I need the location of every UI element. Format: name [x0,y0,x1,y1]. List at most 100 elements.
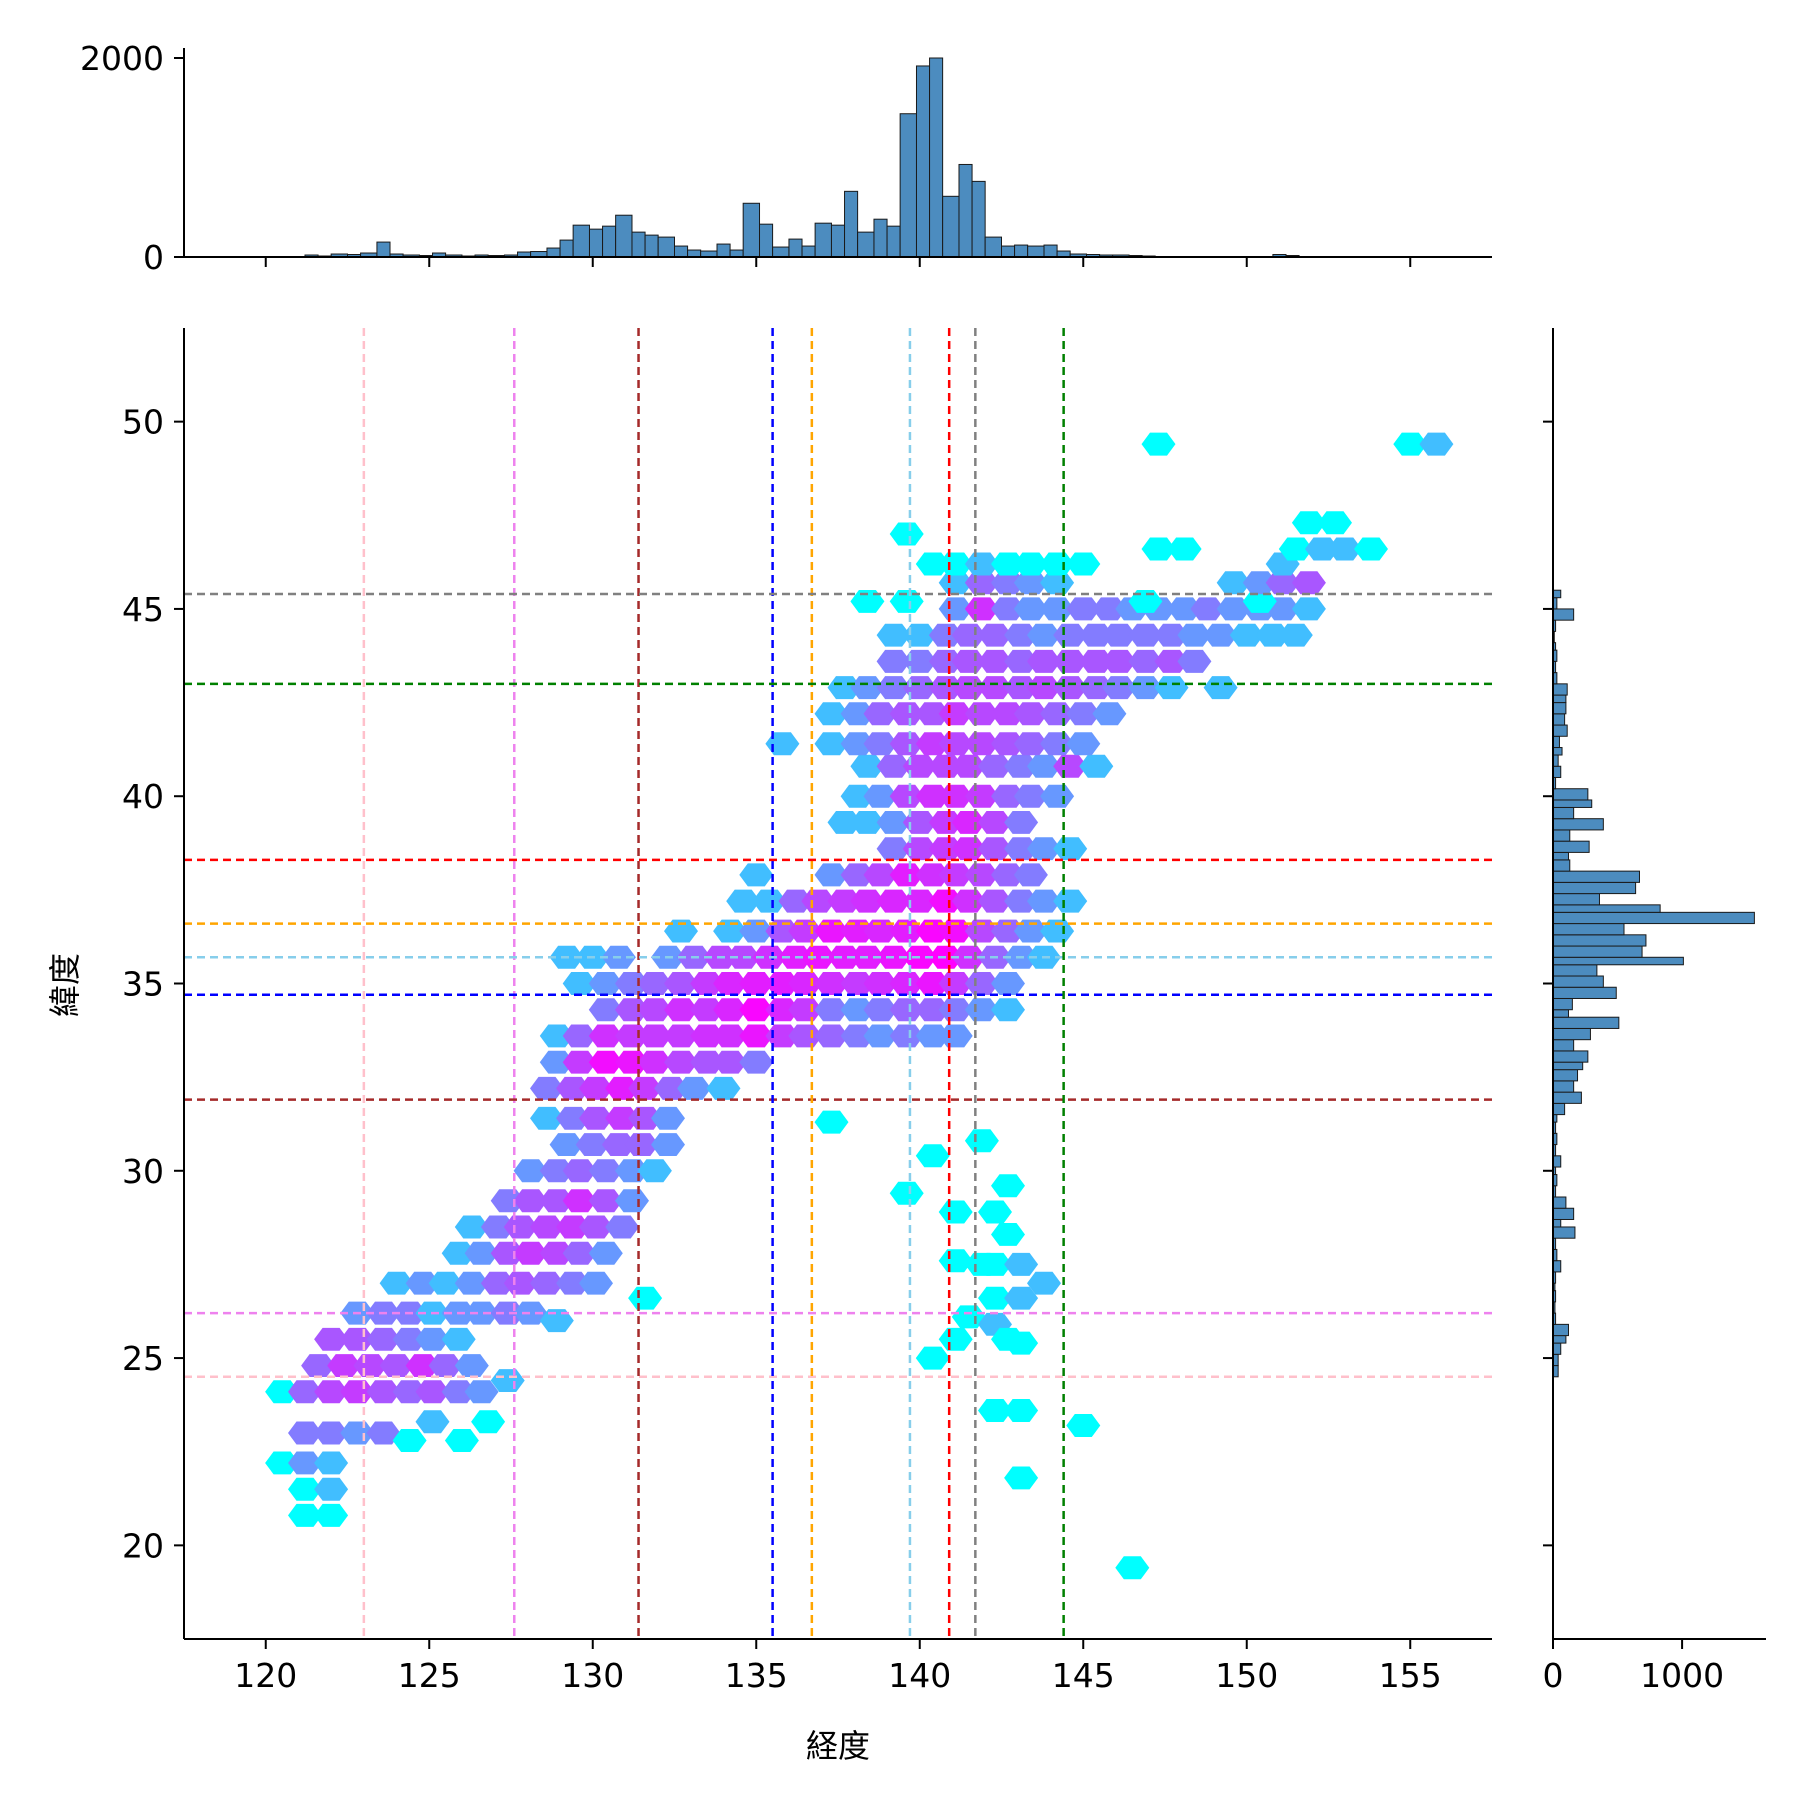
marginal-y-bar [1552,997,1573,1011]
hexbin-cell [405,1354,440,1377]
hexbin-cell [889,784,924,808]
hexbin-cell [978,676,1012,700]
hexbin-cell [379,1354,414,1377]
marginal-x-bar [657,236,676,258]
hexbin-cell [1040,732,1075,756]
hexbin-cell [562,1189,597,1213]
hexbin-cell [928,676,963,700]
hexbin-cell [739,863,774,887]
hexbin-cell [454,1271,489,1295]
hexbin-cell [1102,649,1137,673]
hexbin-cell [1040,597,1075,621]
hexbin-cell [991,1174,1025,1198]
hexbin-cell [889,972,924,995]
hexbin-cell [1066,552,1101,576]
hexbin-cell [876,811,911,834]
hexbin-cell [915,784,950,808]
hexbin-cell [827,945,862,969]
marginal-x-bar [886,225,901,258]
hexbin-cell [938,1327,973,1351]
y-tick-label: 45 [122,590,164,629]
hexbin-cell [991,784,1025,808]
hexbin-cell [964,597,999,621]
hexbin-cell [938,552,973,576]
hexbin-cell [288,1380,322,1404]
hexbin-cell [1327,537,1362,561]
hexbin-cell [788,919,823,943]
hexbin-cell [991,597,1025,621]
hexbin-cell [788,998,823,1022]
hexbin-cell [1229,623,1264,647]
hexbin-cell [1066,702,1101,726]
hexbin-cell [814,863,849,887]
marginal-y-bar [1552,1091,1582,1104]
hexbin-cell [1115,1556,1150,1580]
marginal-y-bar [1552,1218,1562,1228]
hexbin-cell [814,702,849,726]
hexbin-cell [1092,597,1127,621]
hexbin-cell [902,811,937,834]
hexbin-cell [964,552,999,576]
hexbin-cell [978,649,1012,673]
hexbin-cell [530,1271,564,1295]
hexbin-cell [490,1189,525,1213]
hexbin-cell [428,1354,463,1377]
hexbin-cell [713,1024,748,1048]
marginal-x-bar [899,113,917,258]
y-axis-label: 緯度 [46,953,84,1017]
hexbin-cell [778,889,813,913]
hexbin-cell [889,919,924,943]
hexbin-cell [651,1106,685,1130]
hexbin-cell [889,998,924,1022]
hexbin-cell [978,1200,1012,1224]
hexbin-cell [628,1286,663,1310]
hexbin-cell [1154,649,1189,673]
hexbin-cell [579,1271,613,1295]
hexbin-cell [840,863,875,887]
hexbin-cell [991,702,1025,726]
marginal-y-bar [1552,964,1598,977]
hexbin-cell [615,998,649,1022]
hexbin-cell [951,889,986,913]
hexbin-cell [1004,676,1039,700]
marginal-y-bar [1552,799,1593,808]
y-tick-label: 40 [122,777,164,816]
hexbin-cell [863,998,898,1022]
marginal-y-bar [1552,859,1571,872]
hexbin-cell [1004,1331,1039,1355]
hexbin-cell [739,1024,774,1048]
marginal-x-bar [801,245,816,258]
hexbin-cell [978,754,1012,778]
hexbin-cell [605,1076,640,1100]
hexbin-cell [889,1024,924,1048]
hexbin-cell [288,1503,322,1527]
marginal-x-bar [844,190,859,258]
hexbin-cell [739,998,774,1022]
hexbin-cell [454,1354,489,1377]
marginal-y-bar [1552,608,1575,621]
hexbin-cell [1066,597,1101,621]
hexbin-cell [1265,571,1300,595]
hexbin-cell [1040,702,1075,726]
hexbin-cell [814,919,849,943]
hexbin-cell [539,1159,574,1183]
marginal-x-bar [772,246,790,258]
hexbin-cell [814,998,849,1022]
hexbin-cell [840,702,875,726]
hexbin-cell [415,1380,450,1404]
hexbin-cell [601,1133,636,1156]
hexbin-cell [562,1050,597,1074]
hexbin-cell [556,1106,591,1130]
hexbin-cell [889,522,924,546]
marginal-y-bar [1552,870,1640,883]
hexbin-cell [978,811,1012,834]
hexbin-cell [1141,432,1176,456]
hexbin-cell [1004,649,1039,673]
hexbin-cell [539,1241,574,1265]
hexbin-cell [964,1129,999,1153]
hexbin-cell [915,702,950,726]
hexbin-cell [938,863,973,887]
x-tick-label: 145 [1052,1656,1115,1695]
hexbin-cell [938,919,973,943]
